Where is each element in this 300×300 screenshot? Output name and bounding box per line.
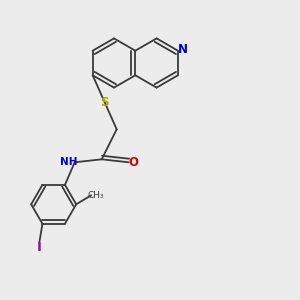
- Text: O: O: [128, 156, 138, 169]
- Text: I: I: [37, 241, 42, 254]
- Text: CH₃: CH₃: [87, 191, 104, 200]
- Text: N: N: [178, 43, 188, 56]
- Text: S: S: [100, 96, 109, 109]
- Text: NH: NH: [60, 157, 77, 167]
